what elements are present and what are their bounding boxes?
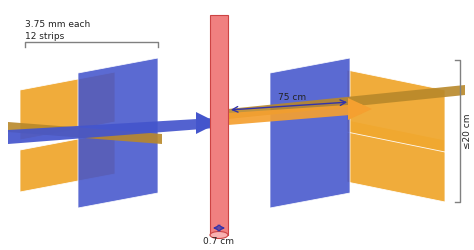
Text: 12 strips: 12 strips <box>25 32 64 41</box>
Polygon shape <box>196 112 218 134</box>
Polygon shape <box>78 58 158 208</box>
Ellipse shape <box>210 232 228 238</box>
Polygon shape <box>8 118 215 144</box>
Text: ≤20 cm: ≤20 cm <box>464 113 473 149</box>
Text: 3.75 mm each: 3.75 mm each <box>25 20 90 29</box>
Text: 75 cm: 75 cm <box>278 93 306 102</box>
Polygon shape <box>228 104 362 125</box>
Polygon shape <box>20 132 115 192</box>
Polygon shape <box>347 70 445 152</box>
Polygon shape <box>8 122 162 144</box>
Polygon shape <box>228 85 465 119</box>
Polygon shape <box>347 120 445 202</box>
Text: 0.7 cm: 0.7 cm <box>203 237 235 246</box>
Polygon shape <box>270 58 350 208</box>
Bar <box>210 15 228 235</box>
Polygon shape <box>20 72 115 140</box>
Polygon shape <box>348 98 372 120</box>
